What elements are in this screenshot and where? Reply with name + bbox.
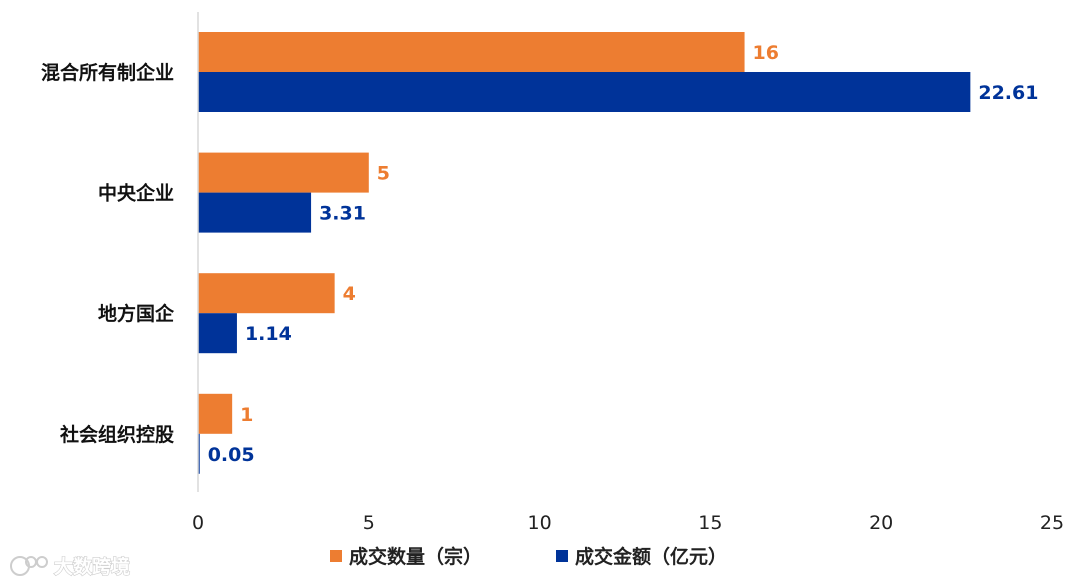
legend-label-count: 成交数量（宗） [349, 545, 482, 568]
category-label-local-soe: 地方国企 [98, 302, 175, 325]
data-label-count-local-soe: 4 [343, 283, 356, 305]
x-axis-tick-labels: 0 5 10 15 20 25 [192, 512, 1064, 534]
legend-swatch-amount [556, 550, 568, 562]
category-label-central-soe: 中央企业 [98, 182, 174, 205]
data-label-count-social-org: 1 [240, 404, 253, 426]
watermark: 大数跨境 [10, 554, 131, 579]
data-label-count-mixed-ownership: 16 [753, 42, 779, 64]
legend: 成交数量（宗） 成交金额（亿元） [330, 545, 727, 568]
data-label-amount-central-soe: 3.31 [319, 203, 366, 225]
bar-amount-local-soe [198, 313, 237, 354]
bars-group [198, 32, 971, 474]
data-label-amount-social-org: 0.05 [208, 444, 255, 466]
category-label-social-org: 社会组织控股 [59, 423, 174, 446]
bar-amount-central-soe [198, 192, 312, 233]
bar-amount-mixed-ownership [198, 72, 971, 112]
bar-count-local-soe [198, 273, 335, 314]
bar-count-social-org [198, 393, 233, 434]
data-labels: 16 22.61 5 3.31 4 1.14 1 0.05 [208, 42, 1039, 466]
x-tick-label-5: 5 [363, 512, 375, 534]
data-label-amount-mixed-ownership: 22.61 [978, 82, 1038, 104]
legend-swatch-count [330, 550, 342, 562]
data-label-count-central-soe: 5 [377, 163, 390, 185]
bar-count-central-soe [198, 152, 369, 193]
legend-label-amount: 成交金额（亿元） [575, 545, 727, 568]
x-tick-label-20: 20 [869, 512, 893, 534]
data-label-amount-local-soe: 1.14 [245, 323, 292, 345]
category-label-mixed-ownership: 混合所有制企业 [41, 61, 174, 84]
watermark-logo-icon [10, 556, 48, 576]
x-tick-label-0: 0 [192, 512, 204, 534]
watermark-text: 大数跨境 [54, 555, 130, 578]
x-tick-label-10: 10 [528, 512, 552, 534]
bar-count-mixed-ownership [198, 32, 745, 72]
bar-amount-social-org [198, 433, 200, 474]
x-tick-label-15: 15 [698, 512, 722, 534]
x-tick-label-25: 25 [1040, 512, 1064, 534]
